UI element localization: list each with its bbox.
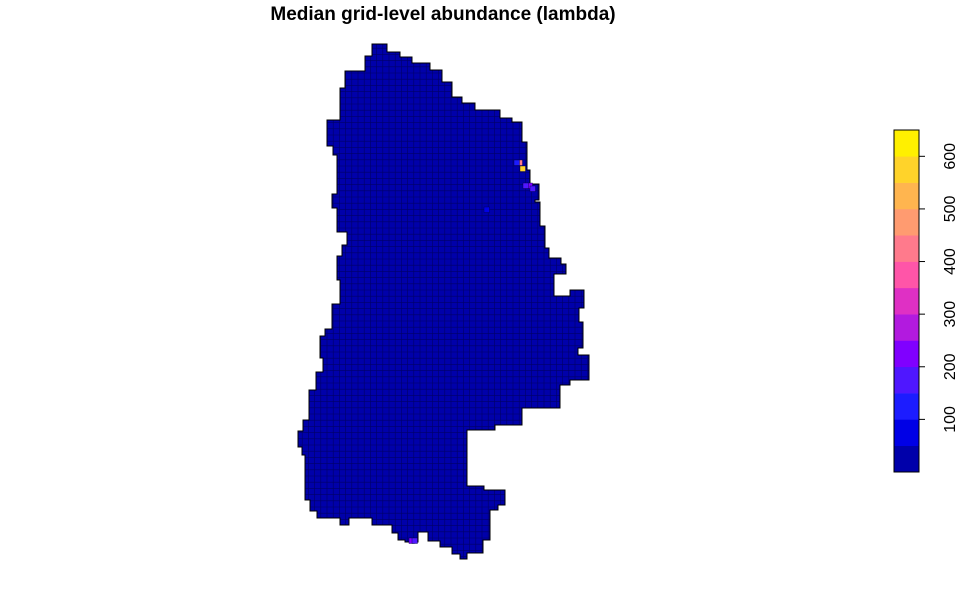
legend-tick-label: 300	[942, 301, 959, 328]
legend-color-band	[894, 445, 919, 473]
legend-tick-label: 400	[942, 248, 959, 275]
map-region	[298, 44, 589, 559]
legend-tick-label: 200	[942, 353, 959, 380]
legend-color-band	[894, 314, 919, 341]
legend-tick-label: 100	[942, 406, 959, 433]
legend-color-band	[894, 182, 919, 210]
legend-tick-label: 500	[942, 195, 959, 222]
legend-color-band	[894, 208, 919, 236]
legend-frame	[893, 129, 920, 473]
legend-color-band	[894, 261, 919, 289]
map-hotspot-cell	[519, 165, 526, 172]
legend-color-band	[894, 393, 919, 420]
legend-color-band	[894, 235, 919, 262]
legend-color-band	[894, 156, 919, 183]
legend-color-band	[894, 366, 919, 394]
legend-tick-label: 600	[942, 143, 959, 170]
map-hotspot-cell	[522, 182, 529, 189]
legend-color-band	[894, 130, 919, 157]
raster-map	[297, 43, 590, 560]
map-outline	[297, 43, 590, 560]
map-hotspot-cell	[411, 537, 418, 544]
legend-color-band	[894, 419, 919, 446]
map-hotspot-cell	[513, 159, 520, 166]
legend-color-band	[894, 287, 919, 315]
map-hotspot-cell	[483, 206, 490, 213]
legend-color-band	[894, 340, 919, 368]
color-legend: 100 200 300 400 500 600	[893, 129, 959, 473]
chart-title: Median grid-level abundance (lambda)	[270, 4, 616, 25]
map-hotspot-cell	[529, 185, 536, 192]
